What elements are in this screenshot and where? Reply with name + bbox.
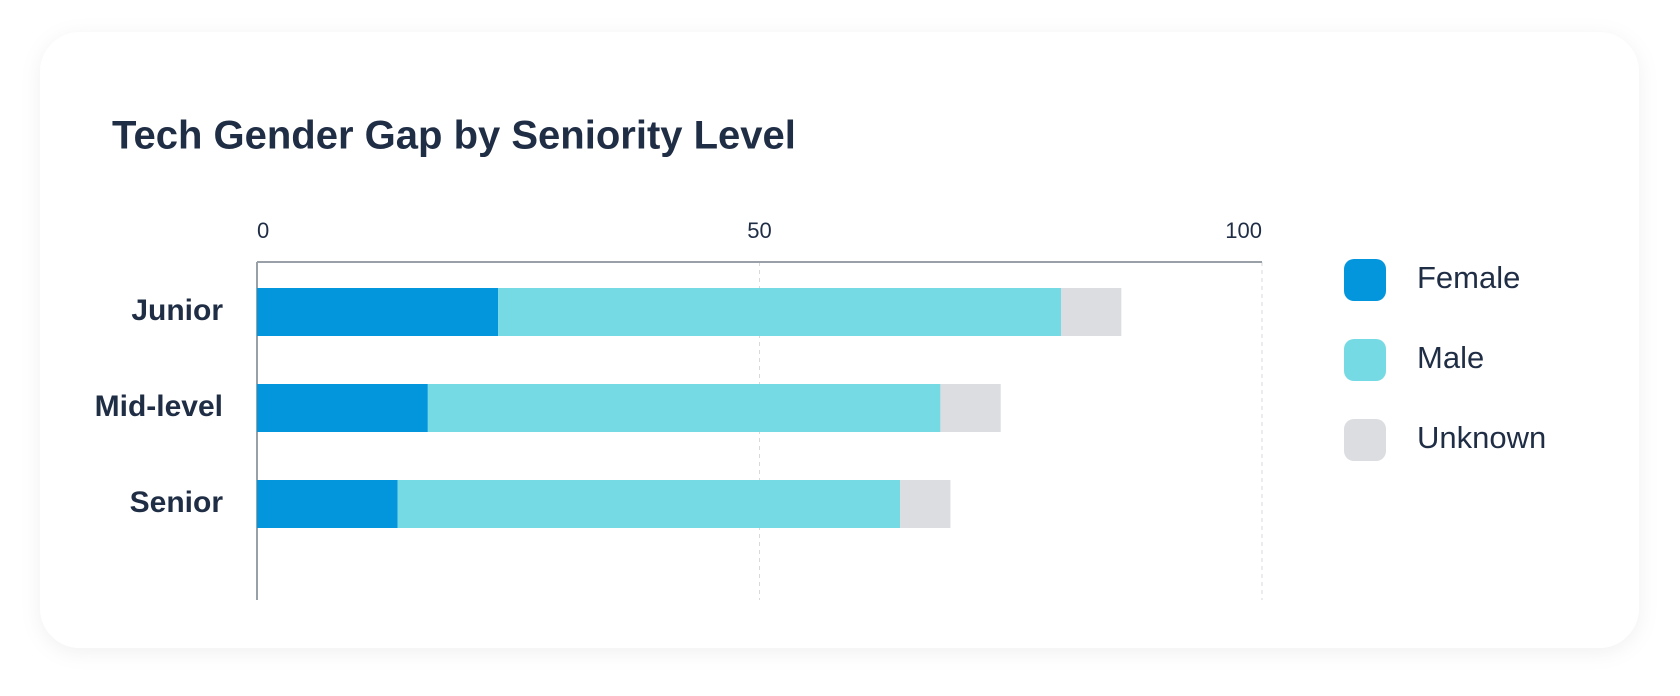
bar-segment (427, 384, 941, 432)
legend-swatch (1344, 339, 1386, 381)
y-tick-label: Mid-level (95, 390, 223, 423)
legend-label: Male (1417, 340, 1484, 375)
legend-label: Female (1417, 260, 1520, 295)
y-tick-label: Junior (131, 294, 223, 327)
bar-segment (900, 480, 951, 528)
bar-segment (257, 288, 499, 336)
bar-segment (940, 384, 1001, 432)
bar-segment (257, 480, 398, 528)
bar-segment (397, 480, 901, 528)
x-tick-label: 100 (1225, 218, 1262, 243)
y-tick-label: Senior (130, 486, 224, 519)
x-tick-label: 50 (747, 218, 771, 243)
legend-swatch (1344, 259, 1386, 301)
legend-swatch (1344, 419, 1386, 461)
bar-segment (257, 384, 428, 432)
x-tick-label: 0 (257, 218, 269, 243)
bar-segment (1061, 288, 1122, 336)
legend-label: Unknown (1417, 420, 1546, 455)
bar-segment (498, 288, 1061, 336)
chart-title: Tech Gender Gap by Seniority Level (112, 114, 796, 158)
